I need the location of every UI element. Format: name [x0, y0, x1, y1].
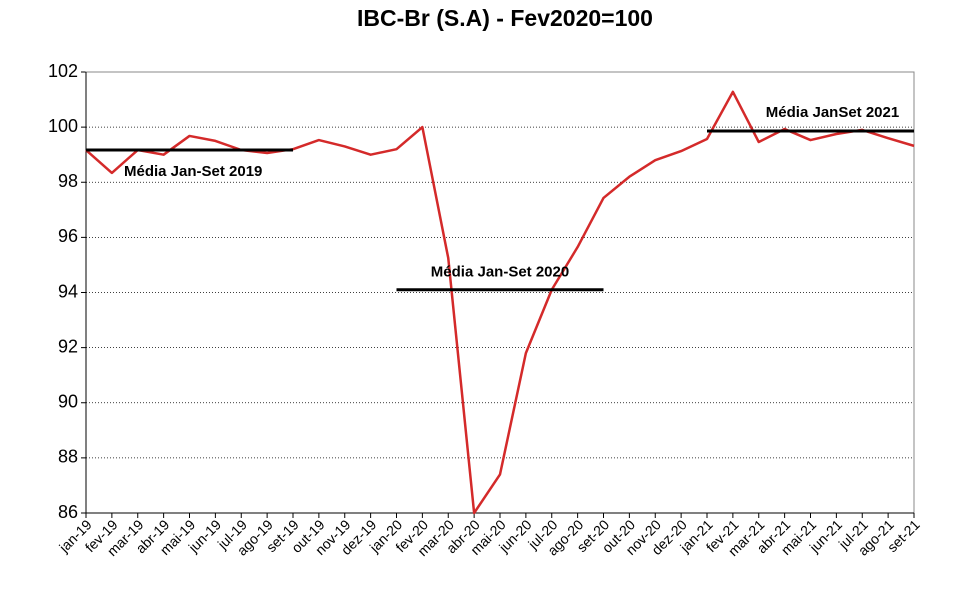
- data-line: [85, 90, 915, 515]
- y-tick-label: 90: [58, 392, 78, 412]
- y-tick-label: 86: [58, 502, 78, 522]
- y-tick-label: 96: [58, 226, 78, 246]
- average-label: Média Jan-Set 2019: [124, 163, 262, 180]
- y-tick-label: 102: [48, 61, 78, 81]
- chart-title: IBC-Br (S.A) - Fev2020=100: [357, 5, 653, 31]
- average-label: Média JanSet 2021: [766, 104, 899, 121]
- y-tick-label: 92: [58, 336, 78, 356]
- average-label: Média Jan-Set 2020: [431, 264, 569, 281]
- y-tick-label: 98: [58, 171, 78, 191]
- y-tick-label: 88: [58, 447, 78, 467]
- y-tick-label: 100: [48, 116, 78, 136]
- y-tick-label: 94: [58, 281, 78, 301]
